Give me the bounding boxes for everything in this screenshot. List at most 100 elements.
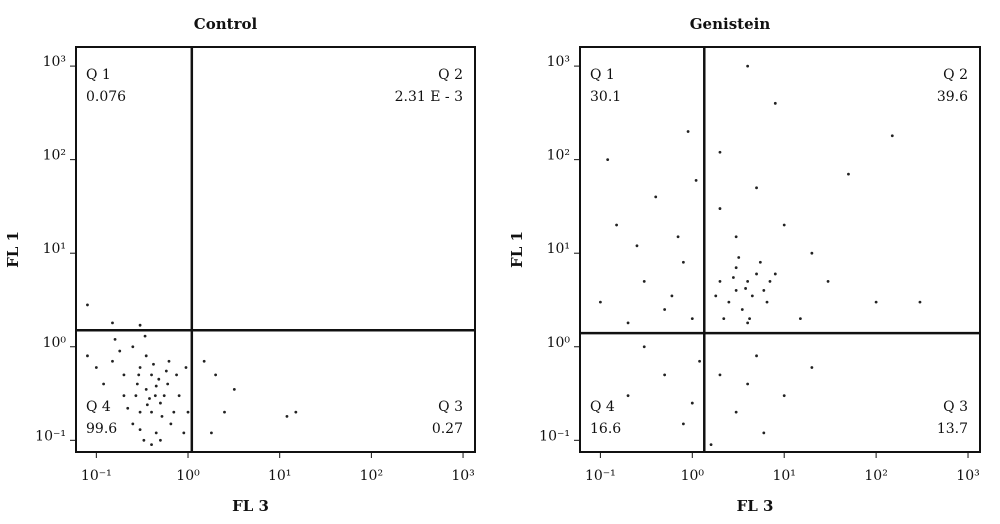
x-tick-label: 10⁻¹: [585, 468, 616, 484]
event-dot: [755, 354, 758, 358]
event-dot: [150, 443, 153, 446]
event-dot: [709, 443, 713, 446]
x-tick-label: 10⁻¹: [81, 468, 112, 484]
quadrant-value: 13.7: [937, 421, 968, 437]
event-dot: [690, 401, 694, 405]
y-tick-label: 10³: [43, 54, 66, 70]
event-dot: [782, 394, 786, 398]
event-dot: [122, 394, 126, 398]
quadrant-name: Q 3: [438, 399, 463, 415]
event-dot: [214, 373, 218, 377]
quadrant-value: 16.6: [590, 421, 621, 437]
event-dot: [144, 388, 148, 391]
event-dot: [111, 359, 114, 363]
event-dot: [810, 251, 814, 255]
event-dot: [737, 256, 741, 259]
event-dot: [294, 410, 298, 414]
quadrant-name: Q 1: [86, 67, 111, 83]
event-dot: [118, 349, 122, 353]
event-dot: [145, 403, 149, 407]
event-dot: [690, 317, 694, 320]
event-dot: [734, 289, 738, 292]
event-dot: [169, 422, 173, 426]
event-dot: [157, 377, 161, 381]
event-dot: [773, 272, 777, 276]
event-dot: [734, 410, 738, 414]
event-dot: [698, 359, 701, 363]
event-dot: [727, 300, 731, 304]
event-dot: [150, 373, 153, 377]
y-tick-label: 10⁰: [43, 335, 67, 351]
y-axis-label: FL 1: [4, 231, 22, 268]
event-dot: [722, 317, 726, 320]
x-axis-label: FL 3: [232, 497, 269, 515]
x-tick-label: 10²: [864, 468, 887, 484]
event-dot: [676, 235, 680, 239]
y-tick-label: 10²: [547, 148, 570, 164]
event-dot: [826, 279, 830, 283]
quadrant-value: 30.1: [590, 89, 621, 105]
quadrant-value: 99.6: [86, 421, 117, 437]
event-dot: [670, 294, 674, 298]
y-tick-label: 10⁻¹: [35, 428, 66, 444]
event-dot: [606, 158, 610, 162]
chart-title: Control: [194, 15, 258, 33]
event-dot: [890, 134, 894, 138]
event-dot: [131, 422, 135, 426]
event-dot: [113, 337, 117, 341]
event-dot: [126, 406, 130, 410]
event-dot: [598, 300, 602, 304]
event-dot: [186, 410, 190, 414]
quadrant-name: Q 4: [86, 399, 111, 415]
y-tick-label: 10¹: [43, 241, 66, 257]
quadrant-value: 2.31 E - 3: [395, 89, 463, 105]
event-dot: [810, 366, 814, 369]
event-dot: [138, 428, 142, 432]
x-tick-label: 10¹: [772, 468, 795, 484]
event-dot: [111, 321, 114, 325]
event-dot: [102, 382, 105, 386]
plot-frame: [579, 46, 981, 453]
event-dot: [694, 179, 698, 182]
event-dot: [138, 366, 142, 369]
quadrant-name: Q 2: [438, 67, 463, 83]
event-dot: [746, 279, 750, 283]
event-dot: [768, 279, 772, 283]
quadrant-value: 0.27: [432, 421, 463, 437]
event-dot: [86, 303, 89, 307]
plot-frame: [75, 46, 476, 453]
event-dot: [681, 422, 685, 426]
event-dot: [918, 300, 922, 304]
x-tick-label: 10³: [451, 468, 474, 484]
event-dot: [202, 359, 206, 363]
x-tick-label: 10⁰: [681, 468, 705, 484]
event-dot: [762, 289, 766, 292]
event-dot: [744, 287, 747, 290]
chart-title: Genistein: [690, 15, 771, 33]
event-dot: [718, 279, 722, 283]
event-dot: [142, 438, 146, 442]
event-dot: [137, 373, 141, 377]
event-dot: [162, 394, 166, 398]
event-dot: [681, 260, 685, 264]
event-dot: [663, 308, 667, 311]
event-dot: [232, 388, 236, 391]
event-dot: [762, 431, 766, 435]
event-dot: [154, 431, 158, 435]
event-dot: [718, 207, 722, 210]
event-dot: [782, 223, 786, 227]
event-dot: [86, 354, 89, 358]
event-dot: [746, 64, 750, 68]
event-dot: [615, 223, 618, 227]
quadrant-value: 0.076: [86, 89, 126, 105]
event-dot: [152, 362, 155, 366]
event-dot: [626, 394, 630, 398]
event-dot: [626, 321, 630, 325]
x-axis-label: FL 3: [737, 497, 774, 515]
event-dot: [134, 394, 138, 398]
event-dot: [642, 345, 646, 349]
event-dot: [734, 235, 738, 239]
quadrant-name: Q 1: [590, 67, 615, 83]
